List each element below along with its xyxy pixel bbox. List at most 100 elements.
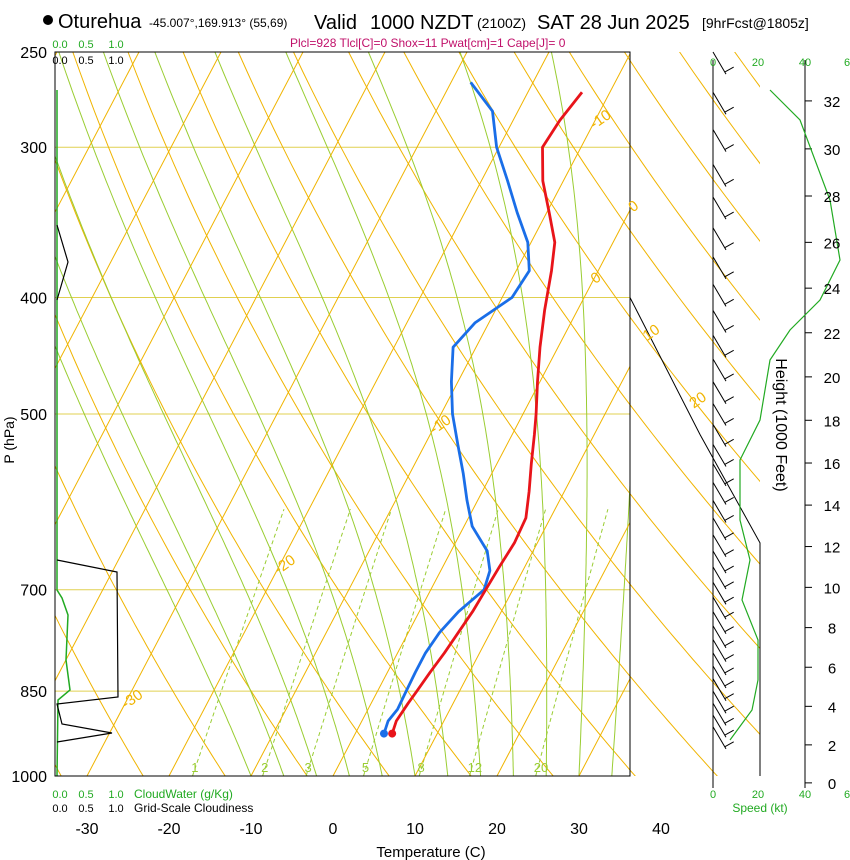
dry-adiabat-line xyxy=(678,52,760,165)
dry-adiabat-line xyxy=(237,52,718,776)
sounding-indices: Plcl=928 Tlcl[C]=0 Shox=11 Pwat[cm]=1 Ca… xyxy=(290,36,566,50)
wind-axis-bottom-label: 0 xyxy=(710,789,716,801)
sounding-series xyxy=(379,81,584,738)
valid-time: 1000 NZDT xyxy=(370,12,473,34)
height-tick-label: 6 xyxy=(828,660,836,677)
wind-barb xyxy=(712,550,734,574)
wind-barb xyxy=(712,639,734,662)
isotherm-line xyxy=(55,52,304,526)
height-tick-label: 28 xyxy=(824,189,841,206)
wind-speed-label: Speed (kt) xyxy=(732,801,787,815)
mixing-ratio-label: 3 xyxy=(305,760,312,775)
wind-barb xyxy=(712,596,734,620)
height-tick-label: 2 xyxy=(828,738,836,755)
wind-barb xyxy=(712,196,734,220)
wind-barb xyxy=(712,482,734,505)
x-tick-label: 30 xyxy=(570,821,588,838)
wind-axis-top-label: 6 xyxy=(844,57,850,69)
wind-barb xyxy=(712,256,734,280)
wind-barb xyxy=(712,517,734,541)
height-tick-label: 10 xyxy=(824,580,841,597)
wind-axis-bottom-label: 6 xyxy=(844,789,850,801)
dry-adiabat-line xyxy=(182,52,636,776)
mixing-ratio-line xyxy=(469,509,547,776)
x-tick-label: 40 xyxy=(652,821,670,838)
wind-panel xyxy=(712,51,841,788)
valid-utc: (2100Z) xyxy=(477,15,526,31)
wind-barb xyxy=(712,358,734,382)
wind-barb xyxy=(712,665,734,689)
y-tick-label: 250 xyxy=(20,45,47,62)
wind-barb xyxy=(712,566,734,590)
moist-adiabat-line xyxy=(154,52,416,776)
height-tick-label: 18 xyxy=(824,413,841,430)
wind-barb xyxy=(712,703,734,726)
cloud-axis-bottom-black: 0.5 xyxy=(78,803,93,815)
wind-barb xyxy=(712,726,734,750)
cloudiness-label: Grid-Scale Cloudiness xyxy=(134,801,253,815)
mixing-ratio-line xyxy=(535,509,609,776)
temperature-line-surface-point xyxy=(388,729,397,738)
cloud-axis-bottom-green: 0.5 xyxy=(78,789,93,801)
dry-adiabat-line xyxy=(292,52,760,736)
x-tick-label: 20 xyxy=(488,821,506,838)
moist-adiabat-line xyxy=(645,52,701,776)
site-name: Oturehua xyxy=(58,11,142,33)
y-tick-label: 300 xyxy=(20,140,47,157)
mixing-ratio-line xyxy=(262,509,351,776)
wind-barb xyxy=(712,690,734,714)
cloud-axis-top-green: 0.5 xyxy=(78,39,93,51)
height-tick-label: 8 xyxy=(828,621,836,638)
mixing-ratio-label: 12 xyxy=(468,760,482,775)
isotherm-line xyxy=(250,52,630,776)
height-tick-label: 24 xyxy=(824,281,841,298)
dry-adiabats xyxy=(55,52,760,776)
wind-barb xyxy=(712,500,734,523)
wind-barb xyxy=(712,403,734,426)
dry-adiabat-line xyxy=(458,52,760,483)
cloud-water-label: CloudWater (g/Kg) xyxy=(134,787,233,801)
height-tick-label: 30 xyxy=(824,142,841,159)
cloud-axis-top-black: 0.0 xyxy=(52,55,67,67)
wind-barb xyxy=(712,381,734,405)
moist-adiabat-line xyxy=(611,475,630,776)
height-tick-label: 20 xyxy=(824,370,841,387)
moist-adiabat-line xyxy=(102,52,383,776)
plot-frame xyxy=(54,51,761,777)
mixing-ratio-line xyxy=(363,509,447,776)
cloud-axis-bottom-green: 1.0 xyxy=(108,789,123,801)
y-tick-label: 500 xyxy=(20,407,47,424)
wind-speed-profile xyxy=(729,89,841,741)
wind-barb xyxy=(712,424,734,447)
mixing-ratio-label: 5 xyxy=(362,760,369,775)
wind-axis-bottom-label: 40 xyxy=(799,789,811,801)
wind-barb xyxy=(712,714,734,738)
wind-barb xyxy=(712,463,734,487)
mixing-ratio-lines xyxy=(192,509,609,776)
wind-barb xyxy=(712,611,734,634)
cloud-axis-top-black: 0.5 xyxy=(78,55,93,67)
wind-barb xyxy=(712,678,734,702)
wind-barb xyxy=(712,283,734,307)
wind-barb xyxy=(712,51,734,75)
x-axis-title: Temperature (C) xyxy=(376,844,485,860)
isotherm-line xyxy=(332,209,630,776)
wind-axis-top-label: 40 xyxy=(799,57,811,69)
dry-adiabat-line xyxy=(72,52,472,776)
dry-adiabat-line xyxy=(568,52,760,321)
wind-panel-edge xyxy=(629,297,761,776)
mixing-ratio-label: 8 xyxy=(417,760,424,775)
height-tick-label: 4 xyxy=(828,699,836,716)
x-tick-label: -10 xyxy=(239,821,262,838)
height-tick-label: 26 xyxy=(824,235,841,252)
cloudiness-lower xyxy=(56,559,119,743)
valid-prefix: Valid xyxy=(314,12,357,34)
wind-axis-bottom-label: 20 xyxy=(752,789,764,801)
mixing-ratio-label: 20 xyxy=(534,760,548,775)
wind-barb xyxy=(712,91,734,115)
moist-adiabat-line xyxy=(550,52,588,776)
moist-adiabat-line xyxy=(55,255,285,776)
right-axis-title: Height (1000 Feet) xyxy=(772,358,789,491)
